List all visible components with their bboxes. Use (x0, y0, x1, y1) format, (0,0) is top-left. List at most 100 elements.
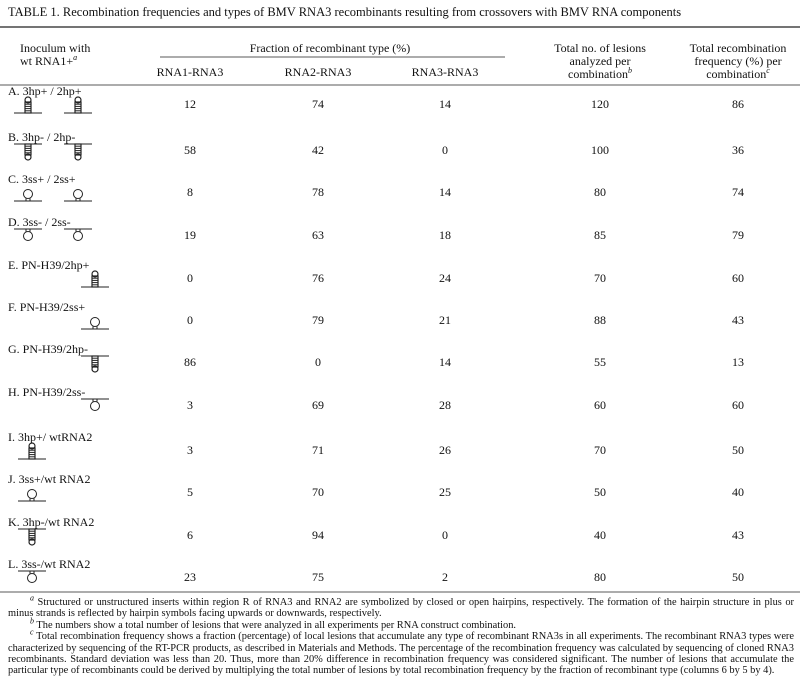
row-label: J. 3ss+/wt RNA2 (8, 472, 91, 486)
hairpin-part (74, 153, 82, 161)
hairpin-part (28, 538, 36, 546)
cell: 14 (439, 355, 451, 369)
cell: 13 (732, 355, 744, 369)
cell: 120 (591, 97, 609, 111)
row-label: G. PN-H39/2hp- (8, 342, 88, 356)
footnote-mark: b (628, 66, 632, 75)
cell: 43 (732, 313, 744, 327)
footnote: a Structured or unstructured inserts wit… (8, 593, 794, 620)
footnote-mark: a (30, 593, 34, 603)
cell: 24 (439, 271, 451, 285)
cell: 100 (591, 143, 609, 157)
header-text: Total no. of lesions (554, 41, 646, 55)
header-line: Total recombination (690, 42, 787, 55)
cell: 0 (187, 313, 193, 327)
cell: 69 (312, 398, 324, 412)
cell: 3 (187, 398, 193, 412)
header-text: frequency (%) per (694, 54, 782, 68)
cell: 19 (184, 228, 196, 242)
hairpin-part (23, 189, 33, 199)
cell: 78 (312, 185, 324, 199)
row-label: L. 3ss-/wt RNA2 (8, 557, 91, 571)
cell: 5 (187, 485, 193, 499)
column-header: RNA1-RNA3 (156, 65, 224, 79)
cell: 0 (315, 355, 321, 369)
cell: 0 (187, 271, 193, 285)
cell: 70 (312, 485, 324, 499)
cell: 14 (439, 185, 451, 199)
cell: 79 (732, 228, 744, 242)
hairpin-part (91, 355, 99, 368)
cell: 63 (312, 228, 324, 242)
footnote: b The numbers show a total number of les… (8, 617, 794, 631)
header-line: combinationc (706, 66, 770, 81)
row-label: E. PN-H39/2hp+ (8, 258, 90, 272)
footnotes: a Structured or unstructured inserts wit… (8, 593, 794, 677)
row-label: C. 3ss+ / 2ss+ (8, 172, 76, 186)
header-line: analyzed per (570, 55, 631, 68)
hairpin-part (91, 365, 99, 373)
cell: 6 (187, 528, 193, 542)
cell: 14 (439, 97, 451, 111)
cell: 70 (594, 443, 606, 457)
table-title: TABLE 1. Recombination frequencies and t… (8, 5, 682, 19)
hairpin-part (28, 447, 36, 460)
cell: 0 (442, 528, 448, 542)
hairpin-part (27, 489, 37, 499)
row-label: A. 3hp+ / 2hp+ (8, 84, 82, 98)
row-label: D. 3ss- / 2ss- (8, 215, 71, 229)
hairpin-part (24, 96, 32, 104)
cell: 70 (594, 271, 606, 285)
footnote-mark: a (73, 53, 78, 62)
hairpin-part (74, 101, 82, 114)
cell: 36 (732, 143, 744, 157)
cell: 75 (312, 570, 324, 584)
cell: 50 (732, 570, 744, 584)
hairpin-part (91, 275, 99, 288)
hairpin-part (27, 573, 37, 583)
cell: 55 (594, 355, 606, 369)
header-text: Inoculum with (20, 41, 91, 55)
cell: 71 (312, 443, 324, 457)
header-line: frequency (%) per (694, 55, 781, 68)
header-text: wt RNA1+ (20, 54, 74, 68)
cell: 18 (439, 228, 451, 242)
footnote-text: Structured or unstructured inserts withi… (8, 597, 794, 620)
cell: 86 (732, 97, 744, 111)
header-text: Total recombination (689, 41, 787, 55)
cell: 21 (439, 313, 451, 327)
cell: 74 (312, 97, 324, 111)
row-label: F. PN-H39/2ss+ (8, 300, 86, 314)
cell: 94 (312, 528, 324, 542)
footnote-mark: b (30, 616, 34, 626)
header-text: combination (706, 67, 767, 81)
header-line: wt RNA1+a (20, 53, 78, 68)
cell: 3 (187, 443, 193, 457)
column-header: RNA2-RNA3 (284, 65, 352, 79)
footnote-mark: c (30, 627, 34, 637)
hairpin-part (24, 153, 32, 161)
cell: 60 (732, 271, 744, 285)
footnote-mark: c (766, 66, 770, 75)
cell: 2 (442, 570, 448, 584)
cell: 80 (594, 570, 606, 584)
group-header: Fraction of recombinant type (%) (249, 41, 411, 55)
cell: 50 (732, 443, 744, 457)
hairpin-part (91, 270, 99, 278)
header-text: combination (568, 67, 628, 81)
footnote-text: The numbers show a total number of lesio… (36, 619, 516, 631)
header-line: combinationb (568, 66, 632, 81)
cell: 8 (187, 185, 193, 199)
hairpin-part (24, 143, 32, 156)
header-text: analyzed per (569, 54, 631, 68)
cell: 85 (594, 228, 606, 242)
cell: 79 (312, 313, 324, 327)
row-label: B. 3hp- / 2hp- (8, 130, 76, 144)
cell: 0 (442, 143, 448, 157)
header-line: Total no. of lesions (554, 42, 646, 55)
cell: 28 (439, 398, 451, 412)
hairpin-part (73, 231, 83, 241)
cell: 74 (732, 185, 744, 199)
